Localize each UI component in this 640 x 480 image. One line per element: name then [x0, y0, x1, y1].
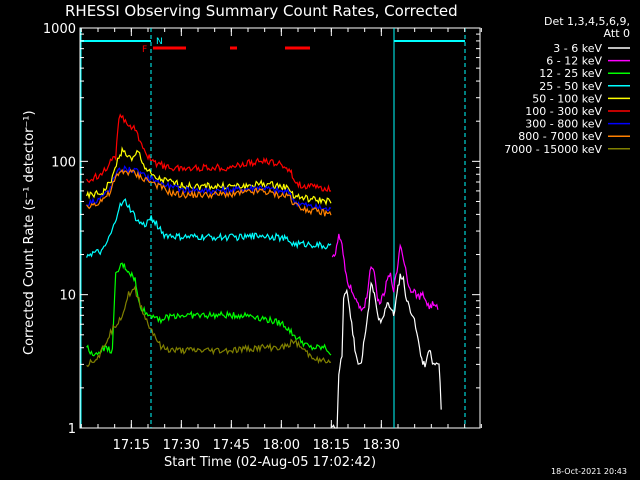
series-line-5	[86, 113, 332, 192]
legend-entry-label: 50 - 100 keV	[532, 92, 602, 105]
legend-entry-label: 800 - 7000 keV	[518, 130, 602, 143]
gridlines: FN	[80, 28, 466, 428]
chart-title: RHESSI Observing Summary Count Rates, Co…	[65, 2, 458, 20]
x-axis-label: Start Time (02-Aug-05 17:02:42)	[164, 455, 376, 470]
legend-entry-label: 7000 - 15000 keV	[504, 143, 602, 156]
x-tick-label: 17:15	[113, 438, 150, 453]
series-line-8	[86, 285, 332, 368]
y-tick-label: 100	[51, 155, 76, 170]
series-line-0	[331, 273, 442, 429]
flag-F-label: F	[142, 45, 147, 55]
x-tick-label: 18:30	[363, 438, 400, 453]
x-tick-label: 18:15	[313, 438, 350, 453]
series-line-4	[86, 146, 332, 207]
y-axis-label: Corrected Count Rate (s⁻¹ detector⁻¹)	[22, 110, 37, 355]
legend-entry-label: 25 - 50 keV	[539, 80, 602, 93]
legend-entry-label: 3 - 6 keV	[553, 42, 602, 55]
x-tick-label: 17:45	[213, 438, 250, 453]
legend-entry-label: 300 - 800 keV	[525, 118, 602, 131]
y-tick-label: 1000	[43, 22, 76, 37]
series-line-2	[86, 262, 332, 357]
series-line-7	[86, 168, 332, 217]
legend-header: Det 1,3,4,5,6,9,	[544, 15, 630, 28]
legend-entry-label: 12 - 25 keV	[539, 67, 602, 80]
x-tick-label: 17:30	[163, 438, 200, 453]
x-tick-label: 18:00	[263, 438, 300, 453]
footer-timestamp: 18-Oct-2021 20:43	[551, 467, 627, 476]
flag-N-label: N	[156, 37, 163, 47]
plot-frame	[79, 27, 481, 429]
axes-ticks: 1 10 100 1000 17:15 17:30 17:45 18:00 18:15 18:30	[43, 22, 482, 453]
legend-entry-label: 100 - 300 keV	[525, 105, 602, 118]
series-line-3	[86, 198, 332, 258]
plot-border	[79, 27, 481, 429]
y-tick-label: 1	[68, 422, 76, 437]
legend-entry-label: 6 - 12 keV	[546, 55, 602, 68]
series-layer	[86, 113, 442, 429]
series-line-1	[331, 233, 439, 312]
y-tick-label: 10	[59, 289, 76, 304]
legend-header: Att 0	[604, 27, 630, 40]
